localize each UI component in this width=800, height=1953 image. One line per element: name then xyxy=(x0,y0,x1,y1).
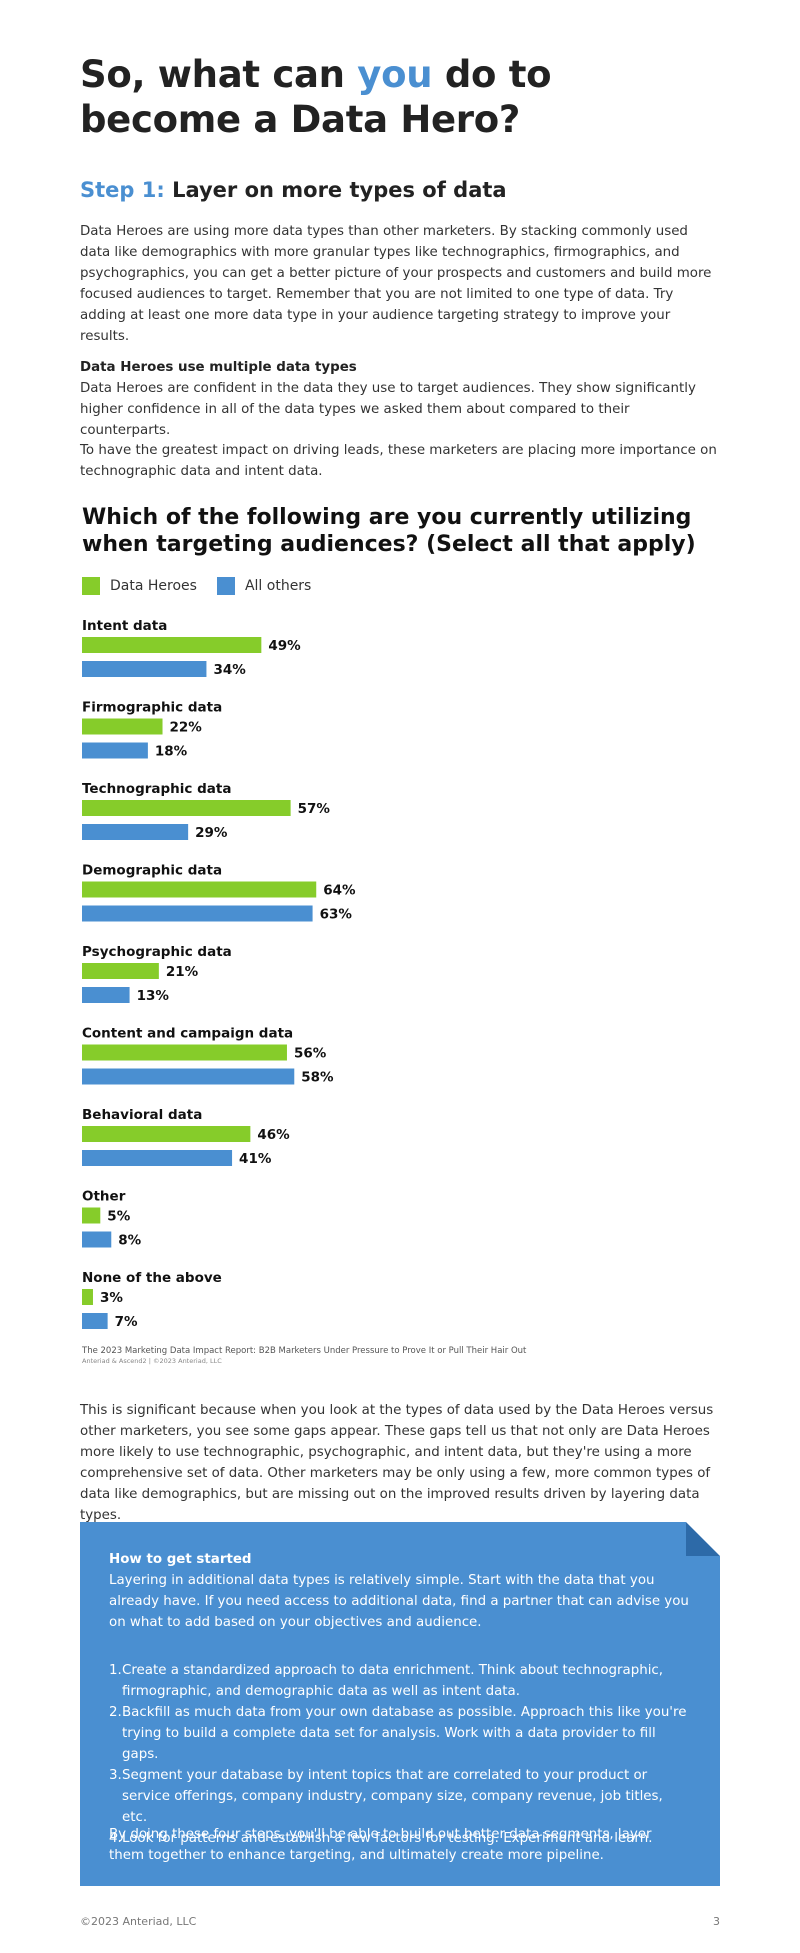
step-title: Layer on more types of data xyxy=(164,178,507,202)
callout-step-text: Segment your database by intent topics t… xyxy=(122,1768,663,1825)
category-label: None of the above xyxy=(82,1270,222,1286)
bar-group-other: Other 5% 8% xyxy=(82,1189,142,1249)
analysis-paragraph: This is significant because when you loo… xyxy=(80,1403,714,1523)
data-label-data-heroes: 22% xyxy=(170,720,203,736)
callout-corner-fold xyxy=(686,1522,720,1556)
page-title: So, what can you do to become a Data Her… xyxy=(80,52,720,142)
bar-data-heroes xyxy=(82,718,163,735)
data-label-data-heroes: 21% xyxy=(166,964,199,980)
data-label-data-heroes: 3% xyxy=(100,1290,123,1306)
step-heading: Step 1: Layer on more types of data xyxy=(80,176,507,204)
bar-group-behavioral-data: Behavioral data 46% 41% xyxy=(82,1107,290,1167)
callout-steps-list: 1. Create a standardized approach to data… xyxy=(109,1660,689,1849)
data-label-data-heroes: 57% xyxy=(298,801,331,817)
data-label-data-heroes: 5% xyxy=(107,1209,130,1225)
bar-data-heroes xyxy=(82,1289,93,1305)
bar-all-others xyxy=(82,1313,108,1329)
bar-group-technographic-data: Technographic data 57% 29% xyxy=(82,781,330,841)
bar-data-heroes xyxy=(82,963,159,979)
data-label-all-others: 8% xyxy=(118,1233,141,1249)
callout-closing: By doing these four steps, you'll be abl… xyxy=(109,1827,652,1863)
bar-all-others xyxy=(82,987,130,1003)
bar-all-others xyxy=(82,905,313,922)
legend-swatch-data-heroes xyxy=(82,577,100,595)
data-label-data-heroes: 56% xyxy=(294,1046,327,1062)
legend-swatch-all-others xyxy=(216,577,235,595)
chart-title: Which of the following are you currently… xyxy=(82,505,696,557)
section-paragraph-2: To have the greatest impact on driving l… xyxy=(80,443,717,479)
category-label: Other xyxy=(82,1189,126,1205)
legend-item-data-heroes: Data Heroes xyxy=(82,577,197,595)
bar-data-heroes xyxy=(82,881,317,898)
footer-copyright: ©2023 Anteriad, LLC xyxy=(80,1915,197,1928)
data-label-all-others: 18% xyxy=(155,744,188,760)
callout-step-number: 3. xyxy=(109,1768,122,1783)
callout-step-text: Backfill as much data from your own data… xyxy=(122,1705,687,1762)
data-label-data-heroes: 64% xyxy=(323,883,356,899)
title-part-2: do to become a Data Hero? xyxy=(80,53,552,141)
callout-step-number: 4. xyxy=(109,1831,122,1846)
data-label-all-others: 7% xyxy=(115,1314,138,1330)
category-label: Content and campaign data xyxy=(82,1026,293,1042)
category-label: Technographic data xyxy=(82,781,231,797)
bar-all-others xyxy=(82,1068,295,1085)
bar-all-others xyxy=(82,1231,112,1248)
callout-step-number: 2. xyxy=(109,1705,122,1720)
legend-item-all-others: All others xyxy=(216,577,312,595)
bar-group-none-of-the-above: None of the above 3% 7% xyxy=(82,1270,222,1330)
callout-heading: How to get started xyxy=(109,1552,252,1567)
callout-step-number: 1. xyxy=(109,1663,122,1678)
data-label-all-others: 29% xyxy=(195,825,228,841)
category-label: Behavioral data xyxy=(82,1107,202,1123)
callout-step-text: Create a standardized approach to data e… xyxy=(122,1663,664,1699)
bar-group-firmographic-data: Firmographic data 22% 18% xyxy=(82,700,222,760)
source-credit: Anteriad & Ascend2 | ©2023 Anteriad, LLC xyxy=(82,1357,222,1365)
bar-all-others xyxy=(82,742,148,759)
bar-data-heroes xyxy=(82,800,291,816)
bar-group-intent-data: Intent data 49% 34% xyxy=(82,618,301,678)
category-label: Psychographic data xyxy=(82,944,232,960)
data-label-all-others: 41% xyxy=(239,1151,272,1167)
data-label-data-heroes: 46% xyxy=(257,1127,290,1143)
callout-step-item: 4. Look for patterns and establish a few … xyxy=(109,1828,689,1849)
chart-legend: Data Heroes All others xyxy=(82,577,331,595)
bar-all-others xyxy=(82,661,207,677)
how-to-get-started-callout: How to get started Layering in additiona… xyxy=(80,1522,720,1886)
data-label-all-others: 58% xyxy=(301,1070,334,1086)
step-label: Step 1: xyxy=(80,178,165,202)
category-label: Demographic data xyxy=(82,863,222,879)
section-heading: Data Heroes use multiple data types xyxy=(80,360,357,375)
title-accent: you xyxy=(357,53,433,96)
bar-group-demographic-data: Demographic data 64% 63% xyxy=(82,863,356,923)
data-label-data-heroes: 49% xyxy=(268,638,301,654)
callout-step-item: 2. Backfill as much data from your own da… xyxy=(109,1702,689,1765)
callout-step-text: Look for patterns and establish a few fa… xyxy=(122,1831,653,1846)
bar-group-psychographic-data: Psychographic data 21% 13% xyxy=(82,944,232,1004)
bar-data-heroes xyxy=(82,1207,101,1224)
source-citation: The 2023 Marketing Data Impact Report: B… xyxy=(82,1346,527,1356)
callout-intro: Layering in additional data types is rel… xyxy=(109,1573,689,1630)
callout-step-item: 3. Segment your database by intent topics… xyxy=(109,1765,689,1828)
legend-label-data-heroes: Data Heroes xyxy=(110,578,197,594)
intro-paragraph: Data Heroes are using more data types th… xyxy=(80,224,712,344)
data-label-all-others: 63% xyxy=(320,907,353,923)
callout-step-item: 1. Create a standardized approach to data… xyxy=(109,1660,689,1702)
bar-all-others xyxy=(82,1150,233,1166)
data-label-all-others: 34% xyxy=(213,662,246,678)
title-part-1: So, what can xyxy=(80,53,358,96)
bar-all-others xyxy=(82,824,189,840)
bar-data-heroes xyxy=(82,637,262,653)
bar-data-heroes xyxy=(82,1126,251,1142)
bar-data-heroes xyxy=(82,1044,287,1061)
section-paragraph-1: Data Heroes are confident in the data th… xyxy=(80,381,696,438)
footer-page-number: 3 xyxy=(713,1915,720,1928)
category-label: Firmographic data xyxy=(82,700,222,716)
legend-label-all-others: All others xyxy=(244,578,312,594)
data-label-all-others: 13% xyxy=(137,988,170,1004)
category-label: Intent data xyxy=(82,618,167,634)
